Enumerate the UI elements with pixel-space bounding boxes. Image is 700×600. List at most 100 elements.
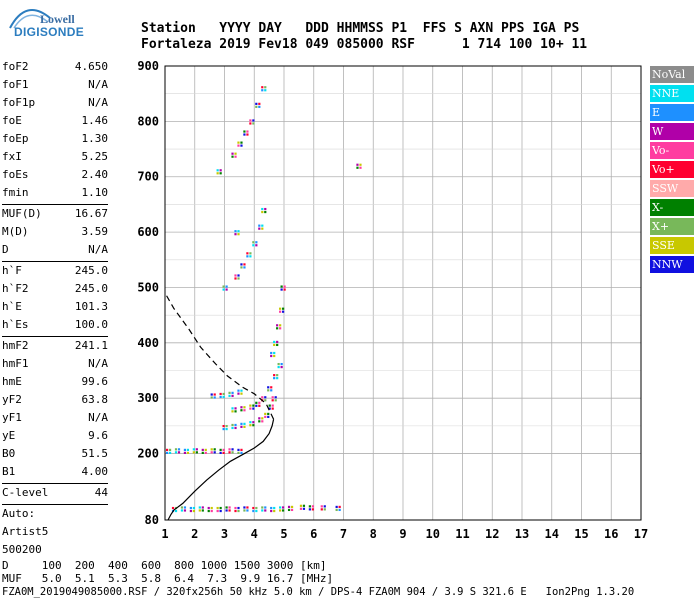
param-label: 500200 — [2, 543, 42, 556]
echo-trace-point — [287, 505, 291, 509]
echo-trace-point — [261, 207, 264, 211]
echo-trace-point — [264, 89, 267, 92]
echo-trace-point — [279, 310, 282, 313]
param-label: Auto: — [2, 507, 36, 520]
y-tick-label: 800 — [137, 114, 159, 128]
echo-trace-point — [252, 424, 255, 427]
param-value: 4.650 — [74, 60, 108, 73]
echo-trace-point — [273, 506, 276, 510]
echo-trace-point — [249, 404, 252, 407]
echo-trace-point — [249, 424, 252, 427]
echo-trace-point — [192, 509, 195, 513]
echo-trace-point — [240, 425, 243, 428]
echo-trace-point — [210, 509, 213, 513]
echo-trace-point — [174, 509, 178, 513]
echo-trace-point — [231, 407, 234, 410]
echo-trace-point — [183, 509, 187, 512]
echo-trace-point — [201, 448, 204, 451]
echo-trace-point — [273, 509, 276, 513]
param-label: fmin — [2, 186, 29, 199]
echo-trace-point — [261, 89, 264, 92]
param-value: N/A — [88, 78, 108, 91]
param-label: foF2 — [2, 60, 29, 73]
echo-trace-point — [240, 406, 243, 409]
echo-trace-point — [270, 354, 273, 358]
x-tick-label: 7 — [340, 527, 347, 541]
echo-trace-point — [240, 448, 243, 451]
param-label: D — [2, 243, 9, 256]
echo-trace-point — [195, 451, 198, 454]
echo-trace-point — [271, 399, 274, 402]
echo-trace-point — [279, 506, 282, 509]
echo-trace-point — [198, 509, 201, 512]
param-row: C-level 44 — [2, 486, 108, 504]
file-info-line: FZA0M_2019049085000.RSF / 320fx256h 50 k… — [2, 586, 635, 598]
echo-trace-point — [225, 509, 228, 512]
echo-trace-point — [165, 448, 169, 451]
param-value: 101.3 — [74, 300, 108, 313]
param-value: N/A — [88, 96, 108, 109]
param-value: 241.1 — [74, 339, 108, 352]
echo-trace-point — [299, 507, 303, 510]
param-row: foEs 2.40 — [2, 168, 108, 186]
echo-trace-point — [210, 451, 213, 454]
echo-trace-point — [246, 252, 249, 255]
echo-trace-point — [231, 451, 234, 454]
param-row: 500200 — [2, 543, 108, 561]
echo-trace-point — [249, 255, 252, 258]
echo-trace-point — [249, 252, 252, 255]
echo-trace-point — [258, 420, 261, 423]
echo-trace-point — [268, 404, 271, 407]
param-value: 100.0 — [74, 318, 108, 331]
echo-trace-point — [246, 506, 249, 509]
echo-trace-point — [201, 451, 204, 454]
echo-trace-point — [234, 407, 237, 410]
echo-trace-point — [249, 421, 252, 424]
echo-trace-point — [216, 506, 219, 510]
echo-trace-point — [222, 288, 225, 291]
echo-trace-point — [246, 509, 249, 512]
echo-trace-point — [192, 451, 195, 454]
echo-trace-point — [261, 86, 264, 89]
echo-trace-point — [231, 394, 234, 397]
electron-density-profile — [167, 419, 275, 521]
echo-trace-point — [237, 451, 240, 454]
param-row: h`Es 100.0 — [2, 318, 108, 336]
x-tick-label: 16 — [604, 527, 618, 541]
param-value: 1.46 — [81, 114, 109, 127]
echo-trace-point — [204, 451, 207, 454]
echo-trace-point — [249, 122, 252, 125]
echo-trace-point — [283, 285, 286, 288]
param-value: 9.6 — [88, 429, 108, 442]
echo-trace-point — [258, 417, 261, 420]
echo-trace-point — [264, 509, 267, 512]
echo-trace-point — [240, 451, 243, 454]
echo-trace-point — [207, 506, 210, 510]
echo-trace-point — [282, 310, 285, 313]
echo-trace-point — [231, 426, 234, 430]
param-value: 5.25 — [81, 150, 109, 163]
echo-trace-point — [216, 169, 219, 172]
param-row: hmE 99.6 — [2, 375, 108, 393]
echo-trace-point — [234, 410, 237, 413]
echo-trace-point — [231, 152, 234, 155]
y-tick-label: 600 — [137, 225, 159, 239]
echo-trace-point — [311, 505, 314, 508]
echo-trace-point — [171, 506, 175, 510]
echo-trace-point — [225, 288, 228, 291]
echo-trace-point — [252, 506, 255, 510]
echo-trace-point — [280, 288, 283, 291]
x-tick-label: 5 — [280, 527, 287, 541]
echo-trace-point — [258, 401, 261, 404]
echo-trace-point — [323, 505, 326, 508]
echo-trace-point — [279, 327, 282, 330]
echo-trace-point — [234, 274, 237, 277]
echo-trace-point — [237, 506, 240, 510]
param-row: Auto: — [2, 507, 108, 525]
echo-trace-point — [277, 365, 280, 369]
echo-trace-point — [287, 508, 291, 512]
echo-trace-point — [258, 102, 261, 105]
echo-trace-point — [186, 448, 190, 451]
header-row-labels: Station YYYY DAY DDD HHMMSS P1 FFS S AXN… — [141, 21, 580, 36]
